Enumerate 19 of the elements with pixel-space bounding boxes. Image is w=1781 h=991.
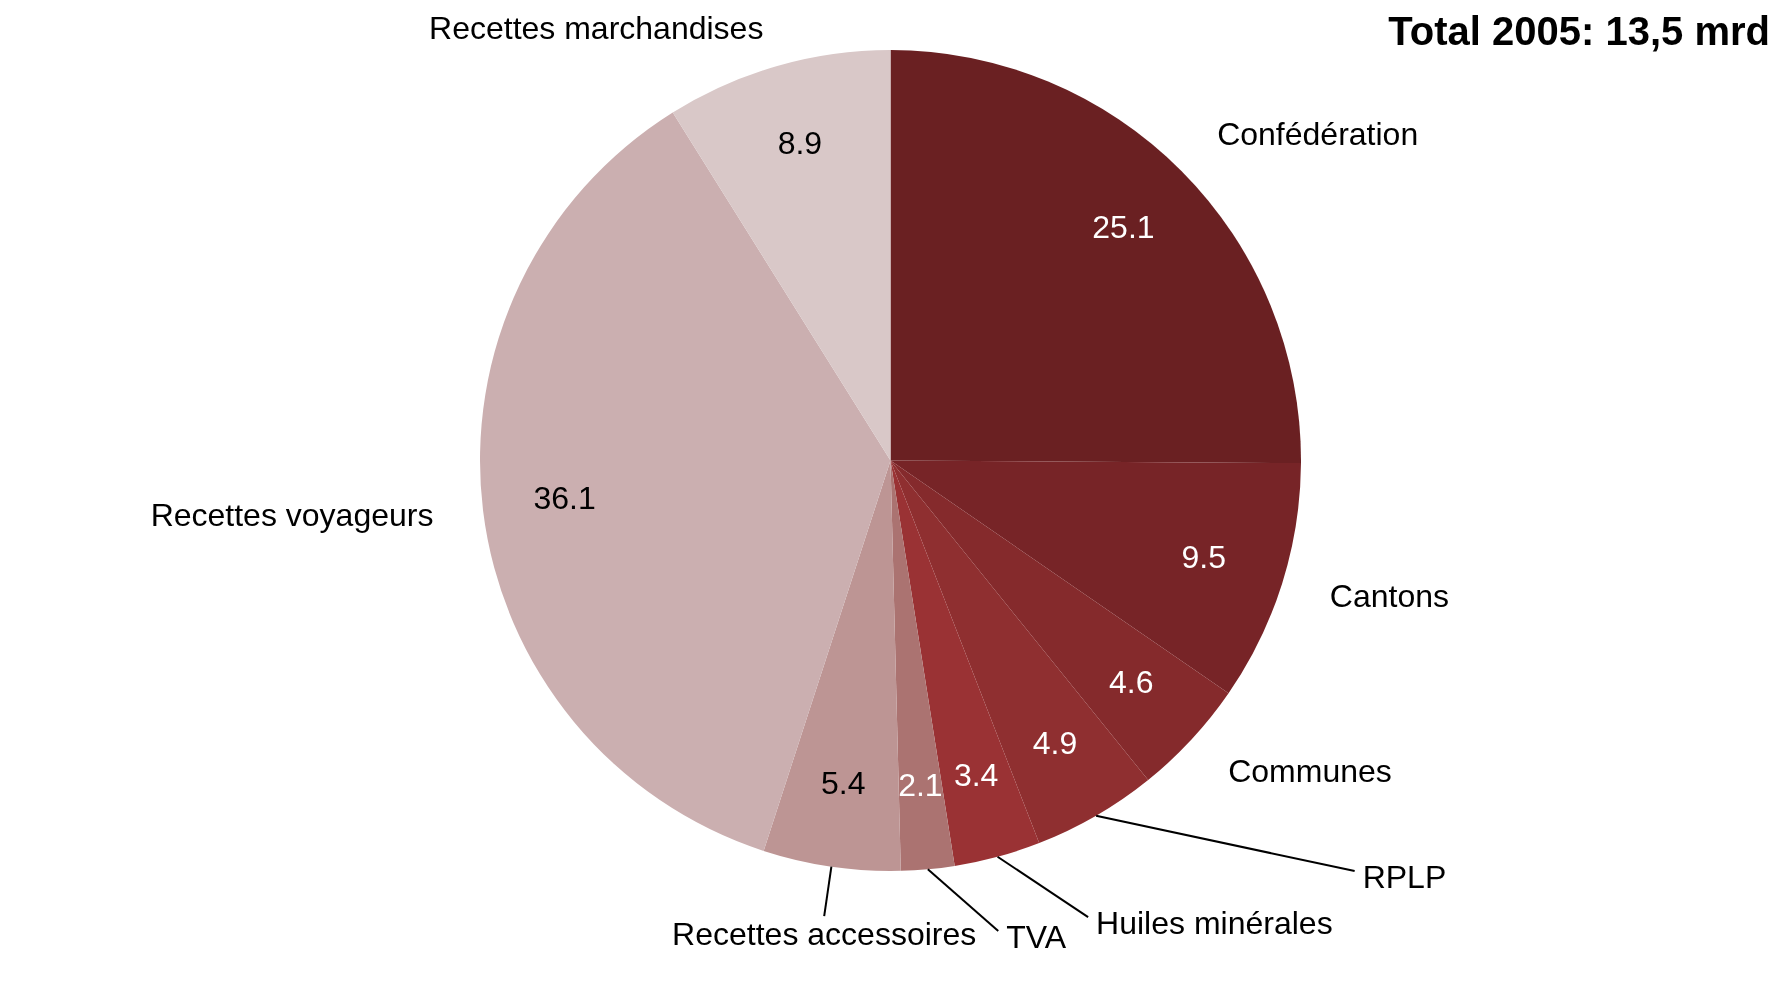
- data-label: 4.9: [1032, 724, 1078, 761]
- slice-label: RPLP: [1362, 858, 1447, 895]
- data-label: 4.6: [1109, 663, 1154, 700]
- slice-label: TVA: [1006, 918, 1067, 955]
- data-label: 36.1: [533, 480, 596, 517]
- data-label: 8.9: [777, 124, 823, 161]
- data-label: 5.4: [820, 765, 866, 802]
- slice-label: Huiles minérales: [1096, 904, 1333, 941]
- text: Total 2005: 13,5 mrd: [1388, 9, 1770, 54]
- data-label: 9.5: [1181, 538, 1227, 575]
- slice-label: Recettes marchandises: [429, 9, 764, 46]
- data-label: 3.4: [953, 757, 999, 794]
- slice-label: Cantons: [1329, 578, 1449, 615]
- data-label: 25.1: [1092, 208, 1155, 245]
- slice-label: Confédération: [1217, 115, 1419, 152]
- data-label: 2.1: [898, 767, 943, 804]
- slice-label: Communes: [1228, 753, 1392, 790]
- slice-label: Recettes voyageurs: [150, 496, 434, 533]
- slice-label: Recettes accessoires: [672, 916, 977, 953]
